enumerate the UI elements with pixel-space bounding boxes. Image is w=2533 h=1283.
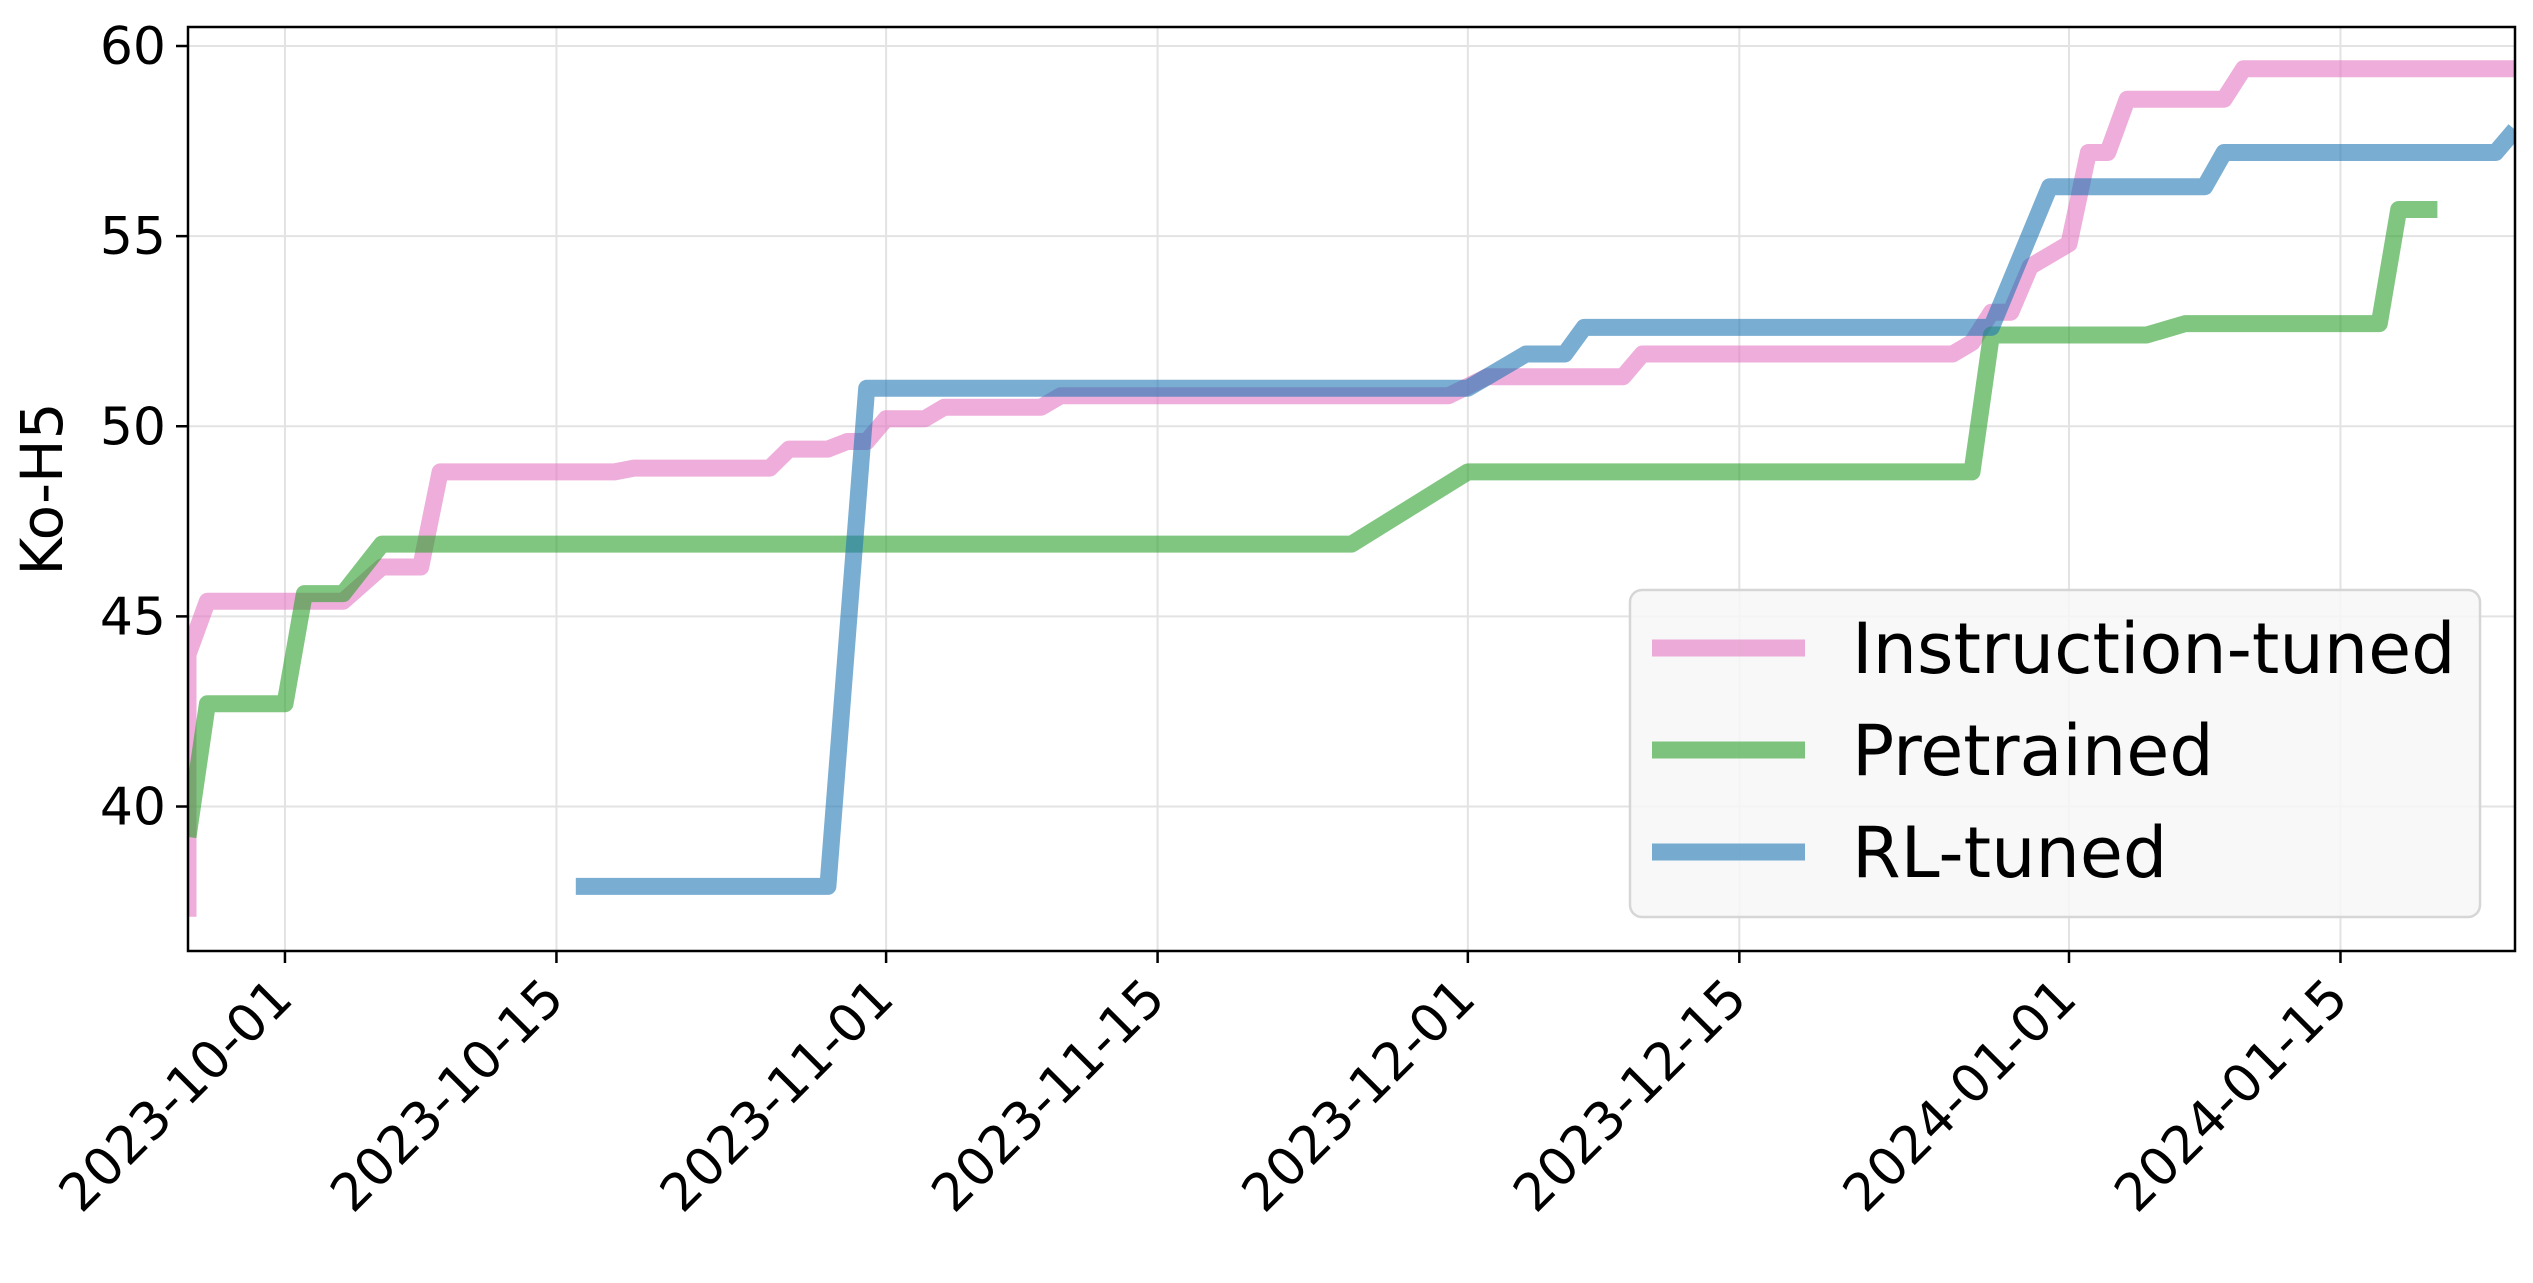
series-lines: [188, 60, 2515, 917]
series-line-instruction-tuned: [188, 60, 2515, 917]
x-tick-label: 2024-01-01: [1832, 968, 2088, 1224]
legend-label-pretrained: Pretrained: [1852, 710, 2214, 792]
legend-label-rl-tuned: RL-tuned: [1852, 812, 2167, 894]
legend-label-instruction-tuned: Instruction-tuned: [1852, 608, 2456, 690]
y-tick-label: 45: [100, 587, 166, 647]
x-tick-label: 2024-01-15: [2104, 968, 2360, 1224]
y-tick-label: 60: [100, 17, 166, 77]
x-tick-label: 2023-10-15: [320, 968, 576, 1224]
y-axis-title: Ko-H5: [8, 402, 76, 575]
y-tick-label: 50: [100, 397, 166, 457]
y-tick-label: 55: [100, 207, 166, 267]
series-line-pretrained: [188, 201, 2438, 839]
legend-box: [1628, 588, 2482, 919]
x-tick-label: 2023-12-15: [1502, 968, 1758, 1224]
plot-area-frame: [186, 25, 2517, 953]
legend: Instruction-tuned Pretrained RL-tuned: [1628, 588, 2482, 919]
x-tick-label: 2023-11-15: [921, 968, 1177, 1224]
y-tick-label: 40: [100, 778, 166, 838]
x-tick-label: 2023-12-01: [1231, 968, 1487, 1224]
x-tick-label: 2023-11-01: [649, 968, 905, 1224]
x-tick-label: 2023-10-01: [48, 968, 304, 1224]
series-line-rl-tuned: [575, 124, 2515, 895]
